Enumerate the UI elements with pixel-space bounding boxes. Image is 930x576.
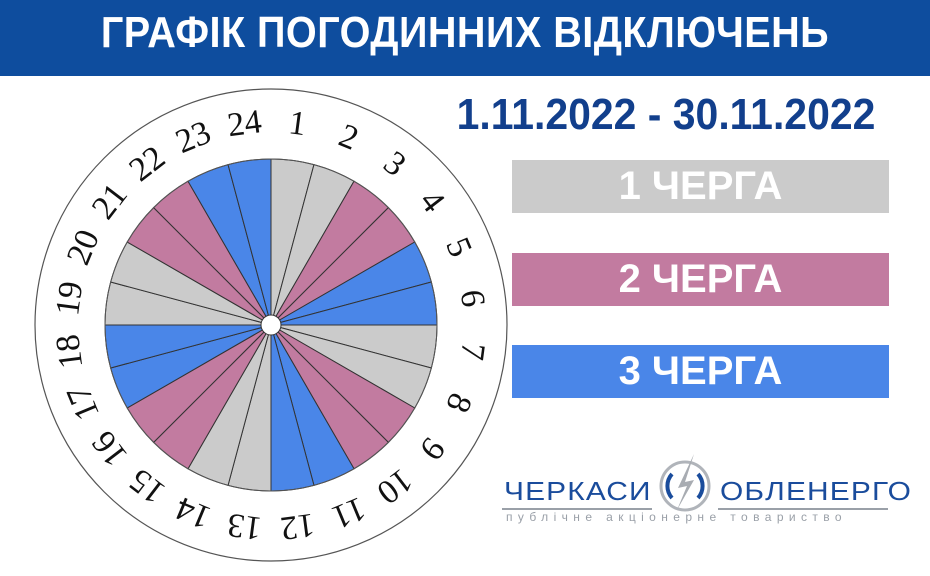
lightning-logo-icon xyxy=(659,454,711,512)
hour-label-12: 12 xyxy=(278,506,317,547)
wheel-center xyxy=(260,314,282,336)
header-bar: ГРАФІК ПОГОДИННИХ ВІДКЛЮЧЕНЬ xyxy=(0,0,930,76)
company-logo: ЧЕРКАСИ ОБЛЕНЕРГО публічне акціонерне то… xyxy=(500,450,911,530)
hour-label-24: 24 xyxy=(225,103,264,144)
logo-divider xyxy=(502,508,652,510)
legend-queue-2: 2 ЧЕРГА xyxy=(512,253,889,306)
hour-label-6: 6 xyxy=(453,288,492,310)
logo-text-right: ОБЛЕНЕРГО xyxy=(720,476,913,506)
logo-divider xyxy=(718,508,888,510)
logo-text-left: ЧЕРКАСИ xyxy=(504,476,652,506)
hour-label-7: 7 xyxy=(453,341,492,363)
hour-label-19: 19 xyxy=(49,279,90,318)
date-range: 1.11.2022 - 30.11.2022 xyxy=(456,90,876,139)
hour-label-18: 18 xyxy=(49,332,90,371)
legend-queue-1: 1 ЧЕРГА xyxy=(512,160,889,213)
hour-label-1: 1 xyxy=(287,104,309,143)
hour-label-13: 13 xyxy=(225,506,264,547)
legend-queue-3: 3 ЧЕРГА xyxy=(512,345,889,398)
page-title: ГРАФІК ПОГОДИННИХ ВІДКЛЮЧЕНЬ xyxy=(100,8,830,57)
logo-subtitle: публічне акціонерне товариство xyxy=(506,510,848,524)
